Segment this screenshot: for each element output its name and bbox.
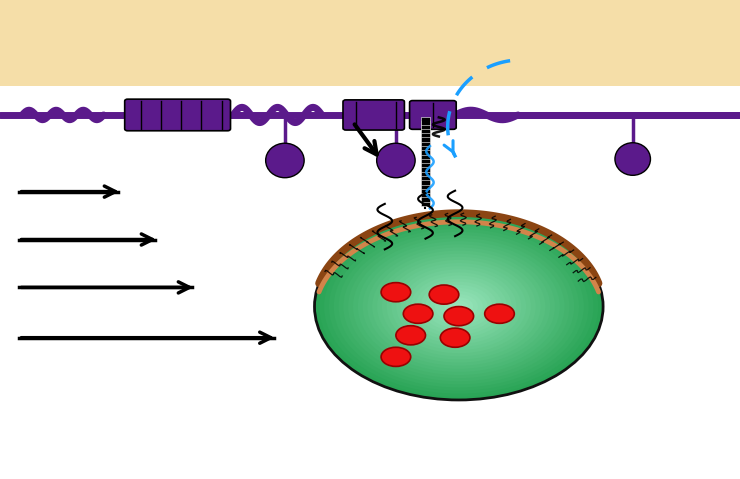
Ellipse shape [377, 254, 541, 359]
Ellipse shape [382, 257, 536, 356]
Ellipse shape [353, 238, 565, 375]
Ellipse shape [329, 222, 589, 391]
Ellipse shape [363, 244, 555, 369]
Ellipse shape [425, 285, 493, 329]
Bar [420, 147, 431, 155]
Ellipse shape [449, 300, 468, 313]
FancyBboxPatch shape [124, 99, 231, 131]
Ellipse shape [411, 275, 507, 338]
Ellipse shape [386, 260, 531, 354]
Ellipse shape [416, 279, 502, 335]
Ellipse shape [338, 229, 579, 384]
Bar [420, 134, 431, 142]
Bar [420, 177, 431, 184]
Bar [420, 190, 431, 197]
Ellipse shape [420, 282, 497, 331]
Bar [0, 0, 740, 86]
Bar [420, 117, 431, 125]
Bar [420, 125, 431, 133]
Circle shape [396, 326, 426, 345]
Ellipse shape [377, 143, 415, 178]
Ellipse shape [397, 266, 522, 347]
Ellipse shape [401, 269, 517, 344]
Bar [420, 156, 431, 163]
Bar [420, 138, 431, 146]
Circle shape [444, 307, 474, 326]
Ellipse shape [368, 248, 551, 366]
Bar [420, 168, 431, 176]
Circle shape [381, 347, 411, 366]
Ellipse shape [440, 294, 478, 319]
Ellipse shape [435, 291, 483, 322]
Bar [420, 198, 431, 206]
Bar [420, 121, 431, 129]
Ellipse shape [266, 143, 304, 178]
Bar [420, 194, 431, 202]
Bar [420, 164, 431, 171]
Bar [420, 172, 431, 180]
Ellipse shape [324, 219, 593, 394]
Ellipse shape [349, 235, 570, 378]
Bar [420, 143, 431, 150]
Circle shape [381, 283, 411, 302]
Ellipse shape [320, 217, 598, 397]
Ellipse shape [314, 213, 603, 400]
Bar [420, 160, 431, 167]
Circle shape [440, 328, 470, 347]
Ellipse shape [444, 297, 474, 316]
Ellipse shape [454, 304, 463, 310]
Circle shape [485, 304, 514, 323]
Circle shape [429, 285, 459, 304]
Ellipse shape [615, 143, 650, 175]
Circle shape [403, 304, 433, 323]
Ellipse shape [334, 226, 584, 388]
Bar [420, 130, 431, 137]
Ellipse shape [343, 232, 574, 381]
Bar [420, 181, 431, 189]
Ellipse shape [372, 251, 545, 363]
FancyBboxPatch shape [410, 101, 456, 129]
Bar [420, 185, 431, 193]
Ellipse shape [430, 288, 488, 325]
FancyBboxPatch shape [343, 100, 404, 130]
Ellipse shape [358, 241, 559, 372]
Bar [420, 151, 431, 159]
Ellipse shape [406, 272, 512, 341]
Ellipse shape [391, 263, 526, 350]
